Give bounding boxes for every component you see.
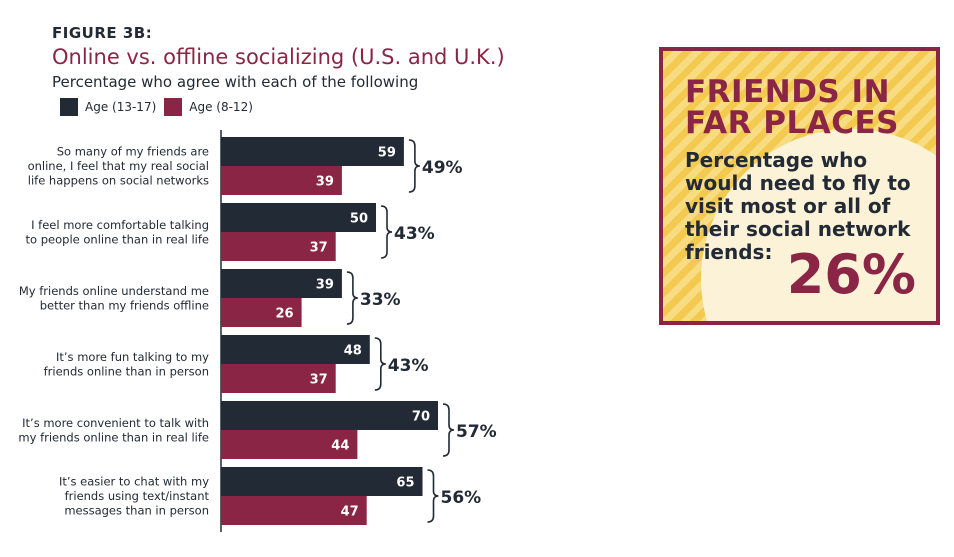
bar-chart: So many of my friends are online, I feel …	[18, 130, 497, 532]
bar-teen	[221, 467, 423, 496]
category-label-line: friends online than in person	[44, 364, 209, 378]
bar-value-label: 26	[276, 307, 294, 322]
category-label-line: It’s more convenient to talk with	[22, 416, 209, 430]
bar-value-label: 50	[350, 212, 368, 227]
legend-item-tween: Age (8-12)	[164, 98, 253, 116]
chart-title: Online vs. offline socializing (U.S. and…	[52, 45, 505, 69]
bar-value-label: 44	[331, 439, 349, 454]
bar-tween	[221, 166, 342, 195]
legend: Age (13-17) Age (8-12)	[60, 98, 261, 116]
bar-value-label: 39	[316, 278, 334, 293]
category-label-line: online, I feel that my real social	[28, 159, 209, 173]
panel-headline-line2: FAR PLACES	[685, 105, 899, 141]
chart-subtitle: Percentage who agree with each of the fo…	[52, 73, 419, 91]
total-bracket	[427, 469, 439, 523]
category-label-line: It’s easier to chat with my	[59, 475, 209, 489]
total-label: 33%	[360, 290, 401, 310]
bar-tween	[221, 496, 367, 525]
legend-swatch-tween	[164, 98, 183, 116]
legend-label-tween: Age (8-12)	[189, 100, 253, 114]
category-label: It’s more convenient to talk with my frie…	[18, 416, 209, 445]
legend-item-teen: Age (13-17)	[60, 98, 156, 116]
total-bracket	[380, 205, 393, 259]
bar-value-label: 37	[310, 373, 328, 388]
legend-swatch-teen	[60, 98, 78, 116]
category-label-line: So many of my friends are	[57, 145, 209, 159]
category-label-line: friends using text/instant	[65, 489, 210, 503]
friends-far-panel: FRIENDS IN FAR PLACES Percentage who wou…	[659, 47, 940, 325]
legend-label-teen: Age (13-17)	[85, 100, 157, 114]
bar-teen	[221, 401, 438, 430]
bar-tween	[221, 298, 302, 327]
total-bracket	[374, 337, 386, 391]
bar-value-label: 37	[310, 241, 328, 256]
bar-tween	[221, 232, 336, 261]
bar-tween	[221, 430, 358, 459]
category-label: So many of my friends are online, I feel …	[28, 145, 209, 188]
bar-teen	[221, 269, 342, 298]
category-label-line: my friends online than in real life	[18, 430, 209, 444]
bar-teen	[221, 137, 404, 166]
total-label: 49%	[422, 158, 463, 178]
category-label-line: life happens on social networks	[28, 174, 209, 188]
total-label: 43%	[388, 356, 429, 376]
total-bracket	[442, 403, 455, 457]
category-label-line: better than my friends offline	[40, 298, 209, 312]
total-bracket	[408, 139, 420, 193]
panel-value: 26%	[786, 243, 916, 306]
category-label: I feel more comfortable talking to people…	[26, 218, 209, 247]
bar-tween	[221, 364, 336, 393]
category-label-line: I feel more comfortable talking	[31, 218, 209, 232]
panel-headline: FRIENDS IN FAR PLACES	[685, 77, 899, 139]
category-label-line: It’s more fun talking to my	[56, 350, 209, 364]
category-label: My friends online understand me better th…	[19, 284, 209, 313]
total-bracket	[346, 271, 358, 325]
total-label: 43%	[394, 224, 435, 244]
total-label: 56%	[441, 488, 482, 508]
bar-value-label: 39	[316, 175, 334, 190]
bar-value-label: 59	[378, 146, 396, 161]
panel-description: Percentage who would need to fly to visi…	[685, 148, 911, 264]
category-label-line: to people online than in real life	[26, 232, 209, 246]
category-label-line: messages than in person	[64, 504, 209, 518]
category-label-line: My friends online understand me	[19, 284, 209, 298]
total-label: 57%	[456, 422, 497, 442]
bar-value-label: 70	[412, 410, 430, 425]
bar-teen	[221, 203, 376, 232]
panel-headline-line1: FRIENDS IN	[685, 74, 891, 110]
category-label: It’s more fun talking to my friends onlin…	[44, 350, 210, 379]
bar-value-label: 65	[396, 476, 414, 491]
bar-teen	[221, 335, 370, 364]
bar-value-label: 47	[341, 505, 359, 520]
bar-value-label: 48	[344, 344, 362, 359]
figure-label: FIGURE 3B:	[52, 24, 153, 42]
category-label: It’s easier to chat with my friends using…	[59, 475, 210, 518]
